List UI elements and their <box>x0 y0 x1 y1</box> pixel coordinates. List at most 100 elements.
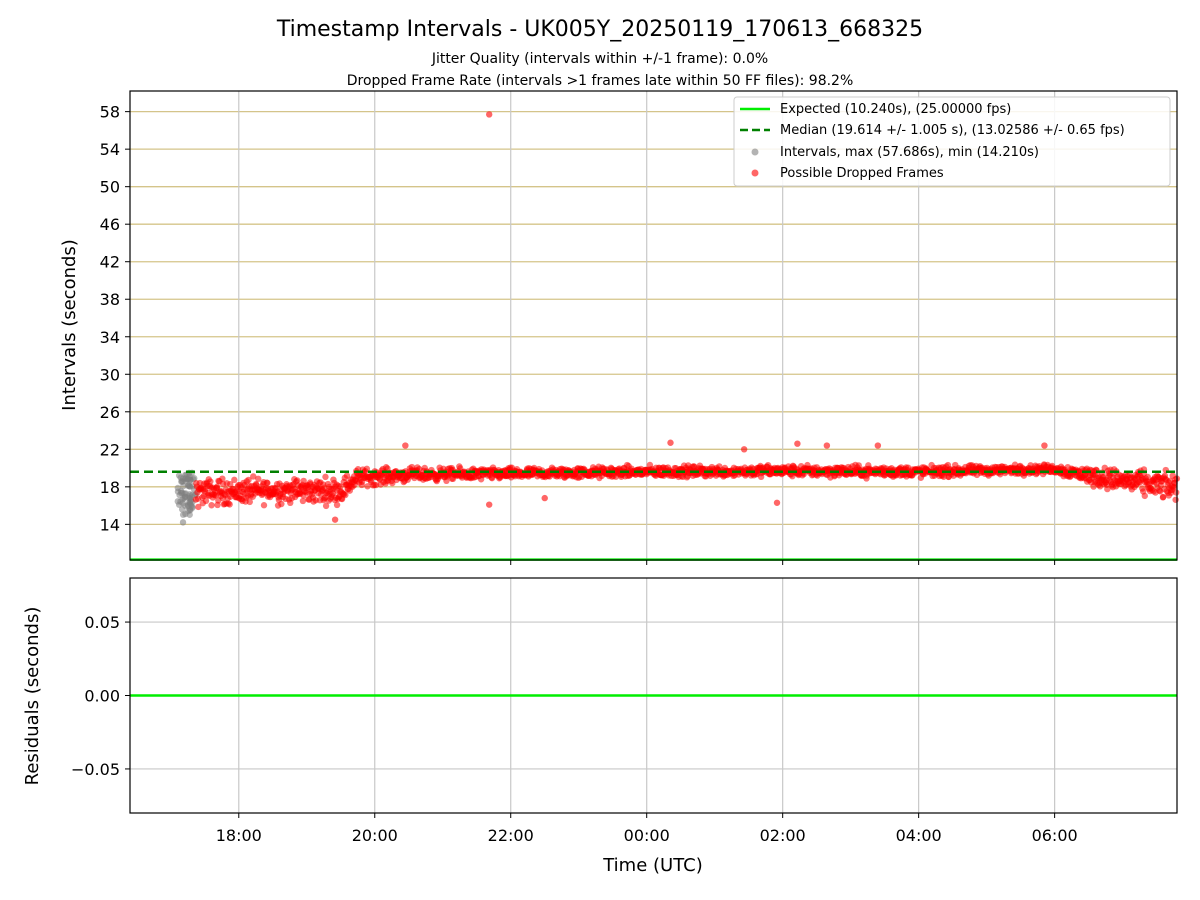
residuals-panel: 0.05 0.00 −0.05 18:00 20:00 22:00 00:00 02:00 0… <box>22 577 1178 876</box>
dropped-frame-point <box>337 483 344 490</box>
dropped-frame-point <box>231 476 238 484</box>
dropped-frame-point <box>213 483 221 490</box>
dropped-frame-point <box>219 475 226 482</box>
legend-expected-label: Expected (10.240s), (25.00000 fps) <box>780 102 1011 117</box>
dropped-frame-outlier <box>1041 442 1048 449</box>
legend-box <box>733 96 1171 187</box>
interval-point <box>186 473 193 480</box>
dropped-frame-point <box>294 477 301 484</box>
intervals-y-tick-label: 38 <box>100 290 120 309</box>
dropped-frame-point <box>343 472 351 479</box>
x-tick-label: 06:00 <box>1032 826 1078 845</box>
intervals-y-tick-label: 14 <box>100 515 120 534</box>
dropped-frame-point <box>300 477 307 485</box>
dropped-frame-point <box>195 503 202 511</box>
intervals-plot-frame <box>129 90 1178 561</box>
dropped-frame-point <box>1172 496 1179 503</box>
dropped-frame-point <box>322 473 329 481</box>
dropped-frame-point <box>278 500 285 508</box>
residuals-y-tick-label: 0.00 <box>84 687 120 706</box>
intervals-y-tick-label: 42 <box>100 253 120 272</box>
interval-point <box>178 489 186 496</box>
intervals-y-axis-label: Intervals (seconds) <box>59 239 80 411</box>
dropped-frame-point <box>1173 489 1180 496</box>
chart-subtitle-jitter: Jitter Quality (intervals within +/-1 fr… <box>431 51 768 67</box>
legend-intervals-swatch <box>751 148 759 156</box>
intervals-y-tick-label: 46 <box>100 215 120 234</box>
legend-intervals-label: Intervals, max (57.686s), min (14.210s) <box>780 145 1039 160</box>
dropped-frame-outlier <box>794 440 801 447</box>
intervals-y-tick-label: 18 <box>100 478 120 497</box>
x-tick-label: 20:00 <box>352 826 398 845</box>
dropped-frame-outlier <box>773 499 781 506</box>
dropped-frame-point <box>207 478 214 485</box>
dropped-frame-outlier <box>823 442 831 449</box>
chart-subtitle-dropped: Dropped Frame Rate (intervals >1 frames … <box>347 73 854 89</box>
legend-median-label: Median (19.614 +/- 1.005 s), (13.02586 +… <box>780 123 1125 138</box>
residuals-y-tick-label: −0.05 <box>71 760 120 779</box>
dropped-frame-outlier <box>740 446 748 453</box>
dropped-frame-outlier <box>402 442 409 449</box>
dropped-frame-outlier <box>667 439 674 446</box>
dropped-frame-point <box>245 476 252 484</box>
interval-point <box>186 511 193 518</box>
dropped-frame-point <box>264 479 271 487</box>
dropped-frame-point <box>299 497 307 505</box>
dropped-frame-point <box>333 501 341 509</box>
legend-dropped-swatch <box>751 169 759 177</box>
interval-point-min <box>179 519 187 526</box>
dropped-frame-point <box>363 465 371 472</box>
dropped-frame-outlier <box>485 501 493 508</box>
dropped-frame-point <box>372 481 380 489</box>
dropped-frame-point <box>1144 473 1151 481</box>
dropped-frame-point <box>208 502 215 509</box>
interval-point <box>179 511 187 518</box>
intervals-y-ticks: 14 18 22 26 30 34 38 42 46 50 54 58 <box>100 103 130 534</box>
dropped-frame-point <box>342 491 349 499</box>
interval-point <box>184 502 192 510</box>
x-axis-label: Time (UTC) <box>602 855 703 876</box>
dropped-frame-outlier <box>541 494 548 502</box>
dropped-frame-point <box>250 473 257 480</box>
intervals-panel: 14 18 22 26 30 34 38 42 46 50 54 58 Intervals (seco… <box>59 90 1181 565</box>
interval-point <box>186 482 193 490</box>
dropped-frame-point <box>1104 485 1111 493</box>
residuals-x-ticks: 18:00 20:00 22:00 00:00 02:00 04:00 06:00 <box>216 813 1078 845</box>
intervals-x-ticks <box>238 560 1056 565</box>
intervals-y-tick-label: 30 <box>100 365 120 384</box>
dropped-frame-point <box>255 475 262 483</box>
intervals-y-tick-label: 34 <box>100 328 120 347</box>
dropped-frame-point <box>260 502 268 509</box>
dropped-frame-point <box>322 502 330 510</box>
chart-title: Timestamp Intervals - UK005Y_20250119_17… <box>276 17 923 42</box>
dropped-frame-outlier <box>331 516 339 523</box>
dropped-frame-outlier <box>485 111 493 118</box>
intervals-y-tick-label: 50 <box>100 178 120 197</box>
dropped-frame-outlier <box>874 442 882 449</box>
legend-dropped-label: Possible Dropped Frames <box>780 166 944 181</box>
dropped-frame-point <box>226 501 233 508</box>
residuals-y-axis-label: Residuals (seconds) <box>22 607 43 786</box>
dropped-frame-point <box>364 483 371 490</box>
dropped-frame-point <box>246 498 253 506</box>
dropped-frame-point <box>202 497 210 505</box>
interval-point <box>180 482 187 490</box>
dropped-frame-point <box>1160 493 1167 501</box>
intervals-y-tick-label: 54 <box>100 140 120 159</box>
dropped-frame-point <box>1141 492 1148 500</box>
x-tick-label: 02:00 <box>760 826 806 845</box>
interval-point <box>174 498 181 505</box>
intervals-y-tick-label: 26 <box>100 403 120 422</box>
x-tick-label: 00:00 <box>624 826 670 845</box>
intervals-y-tick-label: 58 <box>100 103 120 122</box>
intervals-y-tick-label: 22 <box>100 440 120 459</box>
interval-point <box>186 493 194 500</box>
interval-point <box>178 477 186 485</box>
x-tick-label: 04:00 <box>896 826 942 845</box>
residuals-y-ticks: 0.05 0.00 −0.05 <box>71 613 130 779</box>
x-tick-label: 22:00 <box>488 826 534 845</box>
residuals-y-tick-label: 0.05 <box>84 613 120 632</box>
legend: Expected (10.240s), (25.00000 fps) Media… <box>733 96 1171 187</box>
x-tick-label: 18:00 <box>216 826 262 845</box>
